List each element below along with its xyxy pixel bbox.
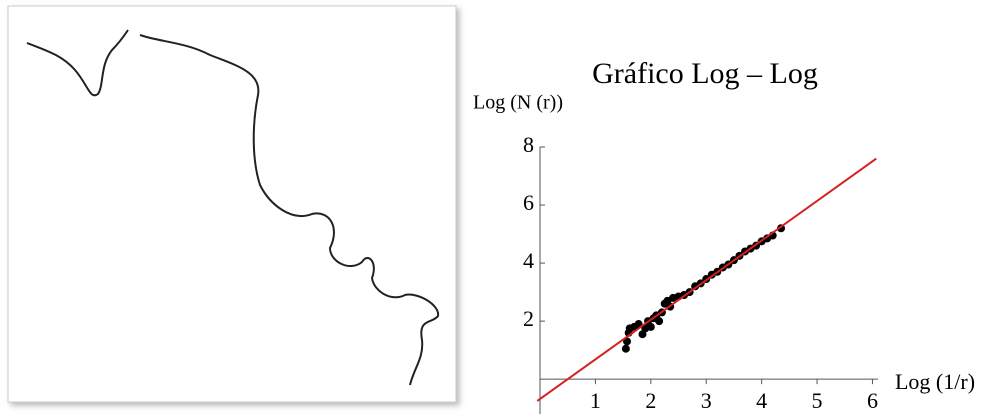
y-tick-label: 6 xyxy=(523,190,534,215)
data-point xyxy=(646,322,655,331)
x-tick-label: 6 xyxy=(867,388,878,413)
x-tick-label: 2 xyxy=(645,388,656,413)
data-point xyxy=(655,317,664,326)
map-panel xyxy=(7,5,457,403)
y-axis-label: Log (N (r)) xyxy=(473,92,563,114)
data-point xyxy=(621,344,630,353)
x-tick-label: 5 xyxy=(812,388,823,413)
x-axis-label: Log (1/r) xyxy=(895,369,975,394)
x-tick-label: 3 xyxy=(701,388,712,413)
y-tick-label: 8 xyxy=(523,132,534,157)
chart-title: Gráfico Log – Log xyxy=(592,57,818,90)
river xyxy=(139,34,440,386)
y-tick-label: 2 xyxy=(523,306,534,331)
x-tick-label: 4 xyxy=(756,388,767,413)
plot: 1 2 3 4 5 6 2 4 6 8 xyxy=(523,132,878,414)
y-tick-label: 4 xyxy=(523,248,534,273)
fit-line xyxy=(536,157,877,402)
river xyxy=(26,29,129,97)
x-tick-label: 1 xyxy=(590,388,601,413)
